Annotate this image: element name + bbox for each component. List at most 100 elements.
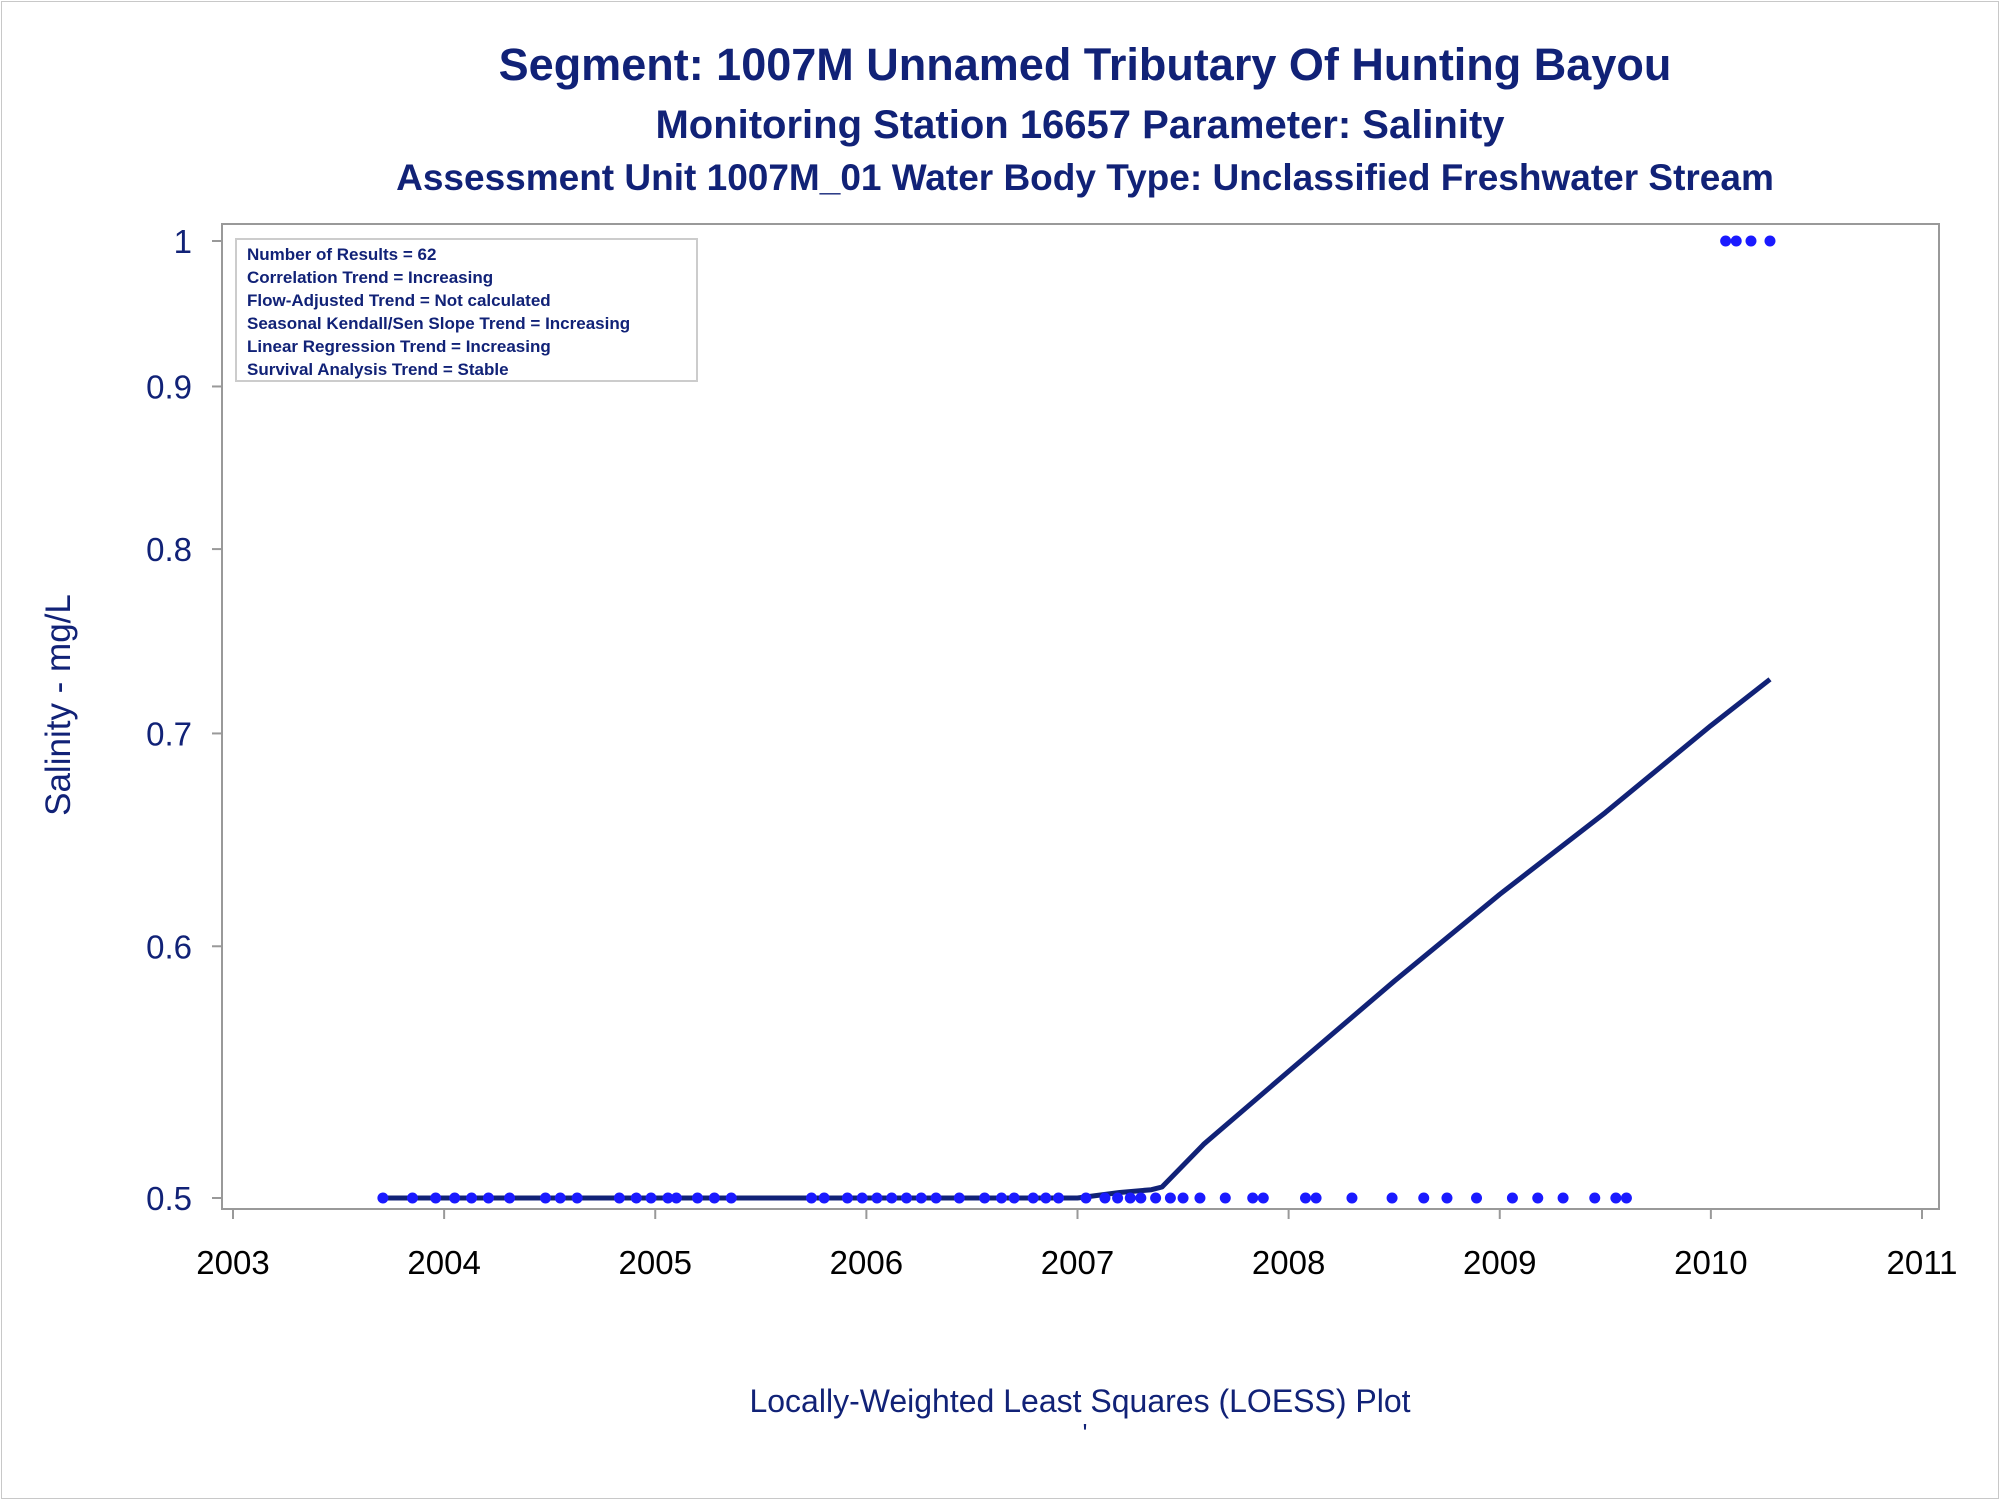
- data-point: [818, 1192, 830, 1204]
- data-point: [1080, 1192, 1092, 1204]
- data-point: [1346, 1192, 1358, 1204]
- data-point: [995, 1192, 1007, 1204]
- data-point: [1219, 1192, 1231, 1204]
- stats-box: Number of Results = 62 Correlation Trend …: [235, 238, 698, 382]
- data-point: [1386, 1192, 1398, 1204]
- data-point: [571, 1192, 583, 1204]
- data-point: [406, 1192, 418, 1204]
- data-point: [630, 1192, 642, 1204]
- data-point: [930, 1192, 942, 1204]
- x-tick-label: 2011: [1887, 1244, 1958, 1281]
- data-point: [1247, 1192, 1259, 1204]
- x-tick-label: 2006: [830, 1244, 903, 1281]
- data-point: [1027, 1192, 1039, 1204]
- x-tick-label: 2007: [1041, 1244, 1114, 1281]
- stats-line: Flow-Adjusted Trend = Not calculated: [247, 291, 551, 310]
- data-point: [1720, 235, 1732, 247]
- data-point: [1471, 1192, 1483, 1204]
- stats-line: Linear Regression Trend = Increasing: [247, 337, 551, 356]
- data-point: [1589, 1192, 1601, 1204]
- x-tick-label: 2010: [1674, 1244, 1747, 1281]
- loess-line: [382, 677, 1772, 1201]
- x-tick-label: 2005: [619, 1244, 692, 1281]
- data-point: [886, 1192, 898, 1204]
- data-point: [1112, 1192, 1124, 1204]
- data-point: [1418, 1192, 1430, 1204]
- data-point: [377, 1192, 389, 1204]
- data-point: [539, 1192, 551, 1204]
- stats-line: Number of Results = 62: [247, 245, 436, 264]
- data-point: [725, 1192, 737, 1204]
- data-point: [1730, 235, 1742, 247]
- data-point: [1099, 1192, 1111, 1204]
- data-point: [613, 1192, 625, 1204]
- data-point: [915, 1192, 927, 1204]
- data-point: [805, 1192, 817, 1204]
- data-point: [871, 1192, 883, 1204]
- y-axis-label: Salinity - mg/L: [39, 594, 78, 816]
- data-point: [1164, 1192, 1176, 1204]
- x-axis-label: Locally-Weighted Least Squares (LOESS) P…: [749, 1383, 1410, 1419]
- data-point: [504, 1192, 516, 1204]
- x-axis: 2003 2004 2005 2006 2007 2008 2009 2010 2011: [196, 1209, 1957, 1281]
- data-point: [430, 1192, 442, 1204]
- data-point: [1177, 1192, 1189, 1204]
- stats-line: Seasonal Kendall/Sen Slope Trend = Incre…: [247, 314, 630, 333]
- data-point: [645, 1192, 657, 1204]
- chart-subtitle: Monitoring Station 16657 Parameter: Sali…: [655, 103, 1505, 147]
- data-point: [466, 1192, 478, 1204]
- y-tick-label: 0.6: [146, 928, 192, 965]
- data-point: [1610, 1192, 1622, 1204]
- data-point: [1040, 1192, 1052, 1204]
- data-point: [670, 1192, 682, 1204]
- data-point: [1124, 1192, 1136, 1204]
- data-point: [1310, 1192, 1322, 1204]
- chart-title: Segment: 1007M Unnamed Tributary Of Hunt…: [499, 39, 1672, 90]
- y-tick-label: 0.7: [146, 715, 192, 752]
- data-point: [856, 1192, 868, 1204]
- data-point: [1008, 1192, 1020, 1204]
- data-point: [708, 1192, 720, 1204]
- data-point: [1764, 235, 1776, 247]
- data-point: [1620, 1192, 1632, 1204]
- y-tick-label: 0.9: [146, 368, 192, 405]
- data-point: [1506, 1192, 1518, 1204]
- y-tick-label: 1: [174, 223, 192, 260]
- x-tick-label: 2003: [196, 1244, 269, 1281]
- loess-line-path: [382, 677, 1772, 1201]
- data-point: [1532, 1192, 1544, 1204]
- plot-area: [221, 223, 1940, 1210]
- data-point: [662, 1192, 674, 1204]
- data-point: [482, 1192, 494, 1204]
- chart-subtitle-2: Assessment Unit 1007M_01 Water Body Type…: [396, 157, 1774, 198]
- data-points: [377, 235, 1776, 1204]
- stats-line: Correlation Trend = Increasing: [247, 268, 493, 287]
- y-axis: 0.5 0.6 0.7 0.8 0.9 1: [146, 223, 222, 1217]
- y-tick-label: 0.8: [146, 531, 192, 568]
- stats-line: Survival Analysis Trend = Stable: [247, 360, 509, 379]
- stats-box-border: [235, 238, 698, 382]
- data-point: [979, 1192, 991, 1204]
- data-point: [1135, 1192, 1147, 1204]
- data-point: [554, 1192, 566, 1204]
- data-point: [449, 1192, 461, 1204]
- x-tick-label: 2004: [407, 1244, 480, 1281]
- data-point: [691, 1192, 703, 1204]
- data-point: [841, 1192, 853, 1204]
- footnote-mark: ': [1083, 1418, 1088, 1448]
- data-point: [953, 1192, 965, 1204]
- data-point: [1052, 1192, 1064, 1204]
- data-point: [900, 1192, 912, 1204]
- data-point: [1257, 1192, 1269, 1204]
- data-point: [1300, 1192, 1312, 1204]
- x-tick-label: 2008: [1252, 1244, 1325, 1281]
- y-tick-label: 0.5: [146, 1180, 192, 1217]
- x-tick-label: 2009: [1463, 1244, 1536, 1281]
- data-point: [1557, 1192, 1569, 1204]
- data-point: [1441, 1192, 1453, 1204]
- data-point: [1150, 1192, 1162, 1204]
- data-point: [1194, 1192, 1206, 1204]
- data-point: [1745, 235, 1757, 247]
